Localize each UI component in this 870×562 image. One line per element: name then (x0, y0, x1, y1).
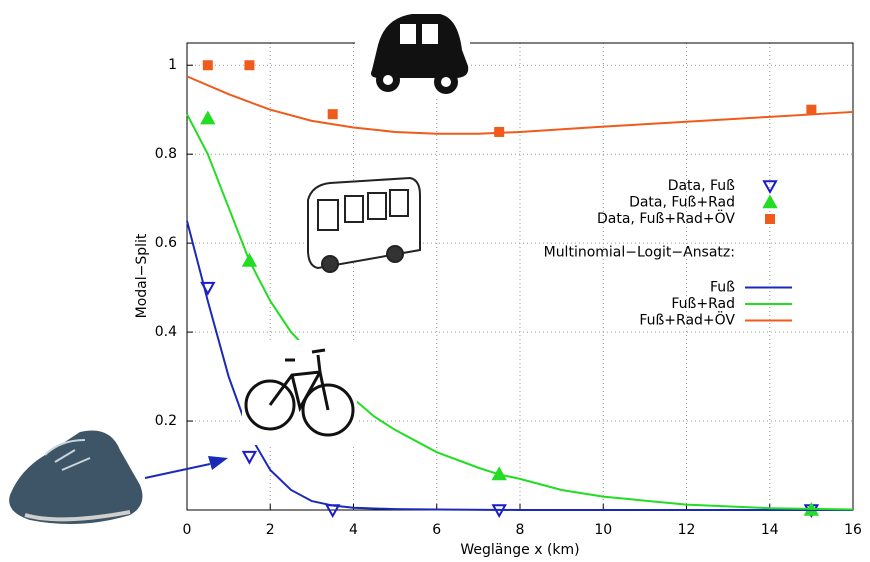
marker (765, 214, 775, 224)
x-tick-label: 12 (678, 522, 696, 538)
shoe-image (0, 412, 152, 537)
y-tick-label: 0.6 (155, 235, 177, 251)
legend-label: Data, Fuß+Rad+ÖV (597, 209, 735, 227)
y-tick-label: 0.8 (155, 146, 177, 162)
marker (202, 113, 214, 124)
y-axis-label: Modal−Split (134, 233, 150, 318)
x-tick-label: 14 (761, 522, 779, 538)
legend-label: Fuß+Rad (671, 296, 735, 312)
x-tick-label: 6 (432, 522, 441, 538)
legend-title: Multinomial−Logit−Ansatz: (544, 245, 735, 261)
car-image (355, 8, 470, 98)
marker (244, 60, 254, 70)
legend-label: Fuß (710, 280, 735, 296)
x-tick-label: 4 (349, 522, 358, 538)
x-tick-label: 8 (516, 522, 525, 538)
marker (203, 60, 213, 70)
legend-label: Data, Fuß (668, 178, 735, 194)
chart: 0 2 4 6 8 10 12 14 16 0.2 0.4 0.6 0.8 1 Modal−Split W… (0, 0, 870, 562)
y-tick-label: 0.2 (155, 413, 177, 429)
y-tick-label: 1 (168, 57, 177, 73)
bicycle-image (242, 340, 357, 445)
y-tick-label: 0.4 (155, 324, 177, 340)
marker (328, 109, 338, 119)
bus-image (308, 178, 420, 272)
arrow (145, 464, 210, 478)
legend-label: Data, Fuß+Rad (629, 195, 735, 211)
x-tick-label: 0 (183, 522, 192, 538)
marker (243, 452, 255, 463)
legend-label: Fuß+Rad+ÖV (639, 311, 735, 329)
x-tick-label: 16 (844, 522, 862, 538)
x-tick-label: 2 (266, 522, 275, 538)
x-tick-label: 10 (594, 522, 612, 538)
arrow-head (208, 456, 228, 470)
series-line (187, 76, 853, 133)
x-axis-label: Weglänge x (km) (460, 542, 579, 558)
